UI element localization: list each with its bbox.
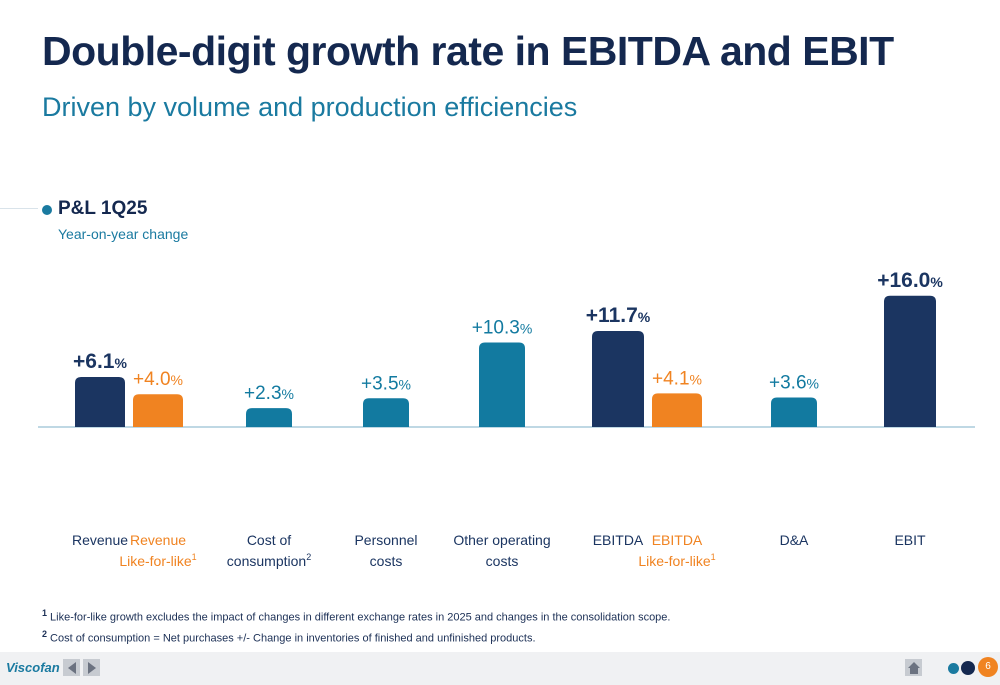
footnote-1-text: Like-for-like growth excludes the impact… [50, 611, 671, 624]
category-label: EBITDA Like-for-like1 [638, 532, 715, 569]
category-label: D&A [780, 532, 809, 548]
page-number: 6 [978, 657, 998, 677]
section-title: P&L 1Q25 [58, 198, 148, 219]
previous-slide-button[interactable] [63, 659, 80, 676]
footnote-2: 2 Cost of consumption = Net purchases +/-… [42, 629, 670, 645]
page-title: Double-digit growth rate in EBITDA and E… [42, 28, 894, 74]
footnote-2-text: Cost of consumption = Net purchases +/- … [50, 632, 536, 645]
left-divider [0, 208, 38, 209]
bar-chart: +6.1% Revenue +4.0% Revenue Like-for-like1 +2… [38, 269, 975, 569]
data-label: +3.5% [361, 373, 411, 394]
bar [133, 394, 183, 427]
data-label: +3.6% [769, 372, 819, 393]
category-label: Revenue [72, 532, 128, 548]
category-label: Other operating costs [453, 532, 550, 569]
category-label: EBITDA [593, 532, 644, 548]
decor-dot-teal [948, 663, 959, 674]
chevron-left-icon [67, 661, 76, 674]
data-label: +4.0% [133, 369, 183, 390]
next-slide-button[interactable] [83, 659, 100, 676]
decor-dot-navy [961, 661, 975, 675]
page-subtitle: Driven by volume and production efficien… [42, 92, 578, 122]
bar [592, 331, 644, 427]
footnote-1-number: 1 [42, 608, 48, 618]
presentation-toolbar: Viscofan 6 [0, 652, 1000, 685]
company-logo: Viscofan [6, 660, 60, 675]
home-button[interactable] [905, 659, 922, 676]
footnote-1: 1 Like-for-like growth excludes the impac… [42, 608, 670, 624]
category-label: Cost of consumption2 [227, 532, 311, 569]
bar [75, 376, 125, 427]
section-bullet-icon [42, 205, 52, 215]
bar [363, 398, 409, 427]
bar [652, 393, 702, 427]
category-label: Revenue Like-for-like1 [119, 532, 196, 569]
section-subtitle: Year-on-year change [58, 226, 189, 242]
data-label: +2.3% [244, 383, 294, 404]
data-label: +6.1% [73, 350, 127, 373]
bar [884, 295, 936, 427]
footnote-2-number: 2 [42, 628, 48, 639]
data-label: +11.7% [586, 304, 651, 327]
category-label: EBIT [894, 532, 926, 548]
footnotes: 1 Like-for-like growth excludes the impac… [42, 608, 670, 649]
bar [479, 342, 525, 427]
home-icon [907, 661, 920, 674]
data-label: +10.3% [472, 318, 533, 339]
data-label: +4.1% [652, 368, 702, 389]
bar [246, 408, 292, 427]
category-label: Personnel costs [354, 532, 417, 569]
chevron-right-icon [87, 661, 96, 674]
bar [771, 397, 817, 427]
data-label: +16.0% [877, 269, 943, 292]
